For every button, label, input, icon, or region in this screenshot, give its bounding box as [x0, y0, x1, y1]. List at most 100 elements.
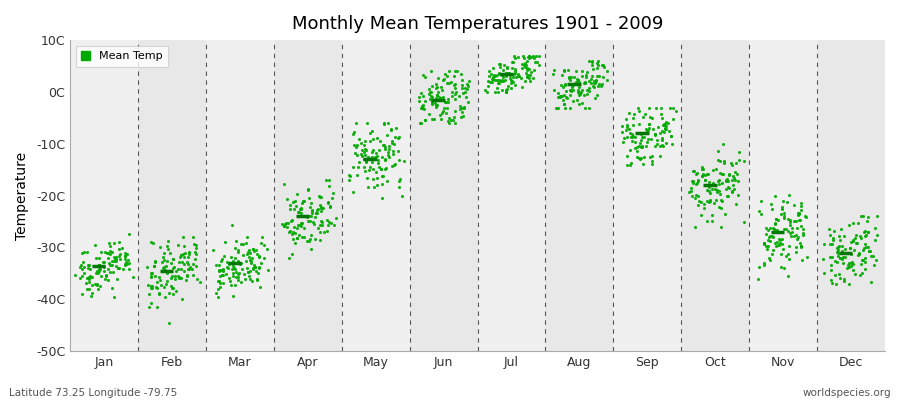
Point [288, 240, 302, 246]
Point [209, 262, 223, 268]
Point [121, 257, 135, 264]
Point [296, 234, 310, 241]
Point [655, 142, 670, 149]
Point [212, 267, 226, 274]
Point [261, 267, 275, 274]
Point [510, 53, 525, 60]
Point [94, 273, 108, 280]
Point [254, 260, 268, 267]
Point [426, 116, 440, 122]
Point [84, 293, 98, 300]
Point [314, 205, 328, 212]
Point [176, 251, 190, 258]
Point [780, 251, 795, 257]
Point [862, 248, 877, 254]
Point [246, 246, 260, 252]
Point [787, 233, 801, 239]
Point [230, 248, 245, 255]
Point [212, 268, 226, 274]
Point [286, 224, 301, 230]
Point [104, 262, 118, 268]
Point [760, 243, 775, 250]
Point [294, 233, 309, 240]
Point [171, 242, 185, 248]
Point [329, 215, 344, 221]
Point [522, 52, 536, 59]
Point [454, 85, 469, 92]
Point [498, 77, 512, 84]
Point [796, 226, 811, 232]
Point [716, 160, 731, 167]
Point [391, 135, 405, 141]
Point [288, 230, 302, 236]
Point [350, 141, 365, 148]
Point [88, 255, 103, 261]
Point [294, 206, 309, 212]
Point [736, 219, 751, 226]
Point [81, 265, 95, 272]
Point [712, 180, 726, 187]
Point [597, 64, 611, 70]
Point [842, 264, 857, 271]
Point [779, 252, 794, 259]
Bar [342, 40, 410, 351]
Point [287, 198, 302, 204]
Point [506, 59, 520, 65]
Point [684, 185, 698, 191]
Point [788, 218, 802, 224]
Point [836, 278, 850, 285]
Point [562, 75, 576, 81]
Point [580, 86, 595, 93]
Point [507, 71, 521, 78]
Point [795, 222, 809, 229]
Point [232, 270, 247, 276]
Point [523, 72, 537, 78]
Point [372, 164, 386, 170]
Point [171, 266, 185, 272]
Point [490, 84, 504, 91]
Point [731, 191, 745, 198]
Point [729, 160, 743, 167]
Point [374, 166, 388, 173]
Point [230, 269, 244, 275]
Point [244, 260, 258, 266]
Point [652, 124, 666, 130]
Point [763, 257, 778, 263]
Point [247, 265, 261, 271]
Point [774, 204, 788, 210]
Point [692, 198, 706, 204]
Point [392, 157, 406, 164]
Point [634, 144, 649, 150]
Point [769, 240, 783, 246]
Point [630, 148, 644, 154]
Point [854, 235, 868, 241]
Point [429, 95, 444, 101]
Point [450, 68, 464, 74]
Point [371, 160, 385, 166]
Point [844, 251, 859, 257]
Point [501, 83, 516, 90]
Point [654, 142, 669, 148]
Point [619, 126, 634, 133]
Point [520, 66, 535, 73]
Point [686, 178, 700, 184]
Point [212, 280, 227, 286]
Point [792, 210, 806, 217]
Point [172, 259, 186, 266]
Point [183, 263, 197, 270]
Point [731, 178, 745, 184]
Point [305, 207, 320, 213]
Point [359, 147, 374, 154]
Point [418, 74, 433, 80]
Point [294, 222, 309, 229]
Point [412, 98, 427, 104]
Point [547, 67, 562, 74]
Point [346, 164, 360, 171]
Point [698, 177, 712, 184]
Point [81, 275, 95, 281]
Point [166, 285, 180, 291]
Point [838, 246, 852, 252]
Point [581, 78, 596, 84]
Point [586, 83, 600, 90]
Point [425, 83, 439, 89]
